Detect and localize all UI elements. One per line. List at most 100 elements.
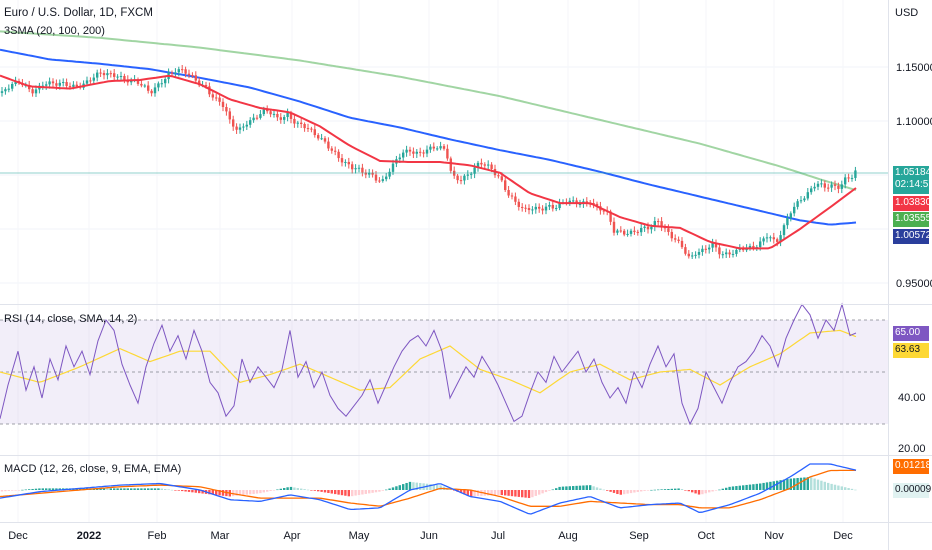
macd-histogram-bar bbox=[735, 486, 738, 490]
macd-histogram-bar bbox=[405, 482, 408, 490]
candle-body bbox=[317, 135, 320, 139]
candle-body bbox=[245, 124, 248, 127]
candle-body bbox=[351, 164, 354, 170]
candle-body bbox=[187, 73, 191, 76]
symbol-legend[interactable]: Euro / U.S. Dollar, 1D, FXCM bbox=[4, 7, 153, 19]
candle-body bbox=[432, 146, 435, 149]
currency-label: USD bbox=[895, 7, 919, 19]
macd-histogram-bar bbox=[786, 479, 789, 490]
macd-histogram-bar bbox=[806, 477, 809, 490]
macd-histogram-bar bbox=[181, 490, 184, 492]
last-price-value: 1.05184 bbox=[895, 167, 932, 178]
macd-histogram-bar bbox=[816, 479, 820, 490]
macd-histogram-bar bbox=[793, 478, 796, 490]
candle-body bbox=[330, 148, 333, 151]
macd-histogram-bar bbox=[436, 484, 439, 490]
x-tick-label: Aug bbox=[558, 530, 578, 542]
sma200-line bbox=[0, 30, 857, 192]
candle-body bbox=[109, 73, 112, 75]
macd-histogram-bar bbox=[317, 490, 320, 492]
candle-body bbox=[803, 198, 806, 201]
macd-histogram-bar bbox=[599, 488, 602, 490]
macd-legend[interactable]: MACD (12, 26, close, 9, EMA, EMA) bbox=[4, 463, 182, 475]
price-tick-label: 1.10000 bbox=[896, 116, 932, 128]
candle-body bbox=[99, 72, 102, 74]
candle-body bbox=[194, 75, 197, 81]
macd-histogram-bar bbox=[269, 490, 272, 491]
candle-body bbox=[184, 69, 187, 74]
macd-histogram-bar bbox=[827, 482, 830, 490]
macd-histogram-bar bbox=[391, 487, 395, 490]
candle-body bbox=[228, 111, 231, 120]
macd-histogram-bar bbox=[674, 488, 677, 490]
candle-body bbox=[827, 187, 830, 189]
sma-legend[interactable]: 3SMA (20, 100, 200) bbox=[4, 25, 105, 37]
x-tick-label: Jul bbox=[490, 530, 506, 542]
candle-body bbox=[34, 89, 38, 94]
candle-body bbox=[697, 252, 701, 255]
macd-histogram-bar bbox=[164, 489, 167, 490]
candle-body bbox=[310, 128, 313, 130]
candle-body bbox=[442, 146, 446, 149]
macd-histogram-bar bbox=[24, 489, 27, 491]
macd-histogram-bar bbox=[449, 489, 452, 490]
candle-body bbox=[782, 225, 786, 236]
candle-body bbox=[75, 84, 78, 87]
macd-histogram-bar bbox=[575, 485, 578, 490]
macd-histogram-bar bbox=[510, 490, 514, 497]
macd-histogram-bar bbox=[119, 488, 123, 490]
candle-body bbox=[813, 186, 816, 189]
x-tick-label: Mar bbox=[210, 530, 230, 542]
macd-histogram-bar bbox=[187, 490, 191, 492]
candle-body bbox=[92, 77, 95, 81]
macd-histogram-bar bbox=[14, 490, 17, 491]
candle-body bbox=[694, 254, 697, 256]
macd-histogram-bar bbox=[742, 485, 745, 490]
candle-body bbox=[687, 253, 690, 257]
macd-histogram-bar bbox=[789, 478, 792, 490]
macd-histogram-bar bbox=[643, 490, 646, 491]
macd-histogram-bar bbox=[354, 490, 357, 496]
candle-body bbox=[704, 248, 707, 250]
candle-body bbox=[541, 208, 544, 211]
macd-histogram-bar bbox=[157, 488, 160, 490]
macd-histogram-bar bbox=[116, 488, 119, 490]
macd-histogram-bar bbox=[235, 490, 238, 496]
macd-histogram-bar bbox=[524, 490, 527, 498]
macd-histogram-bar bbox=[136, 488, 140, 490]
sma100-badge: 1.00572 bbox=[893, 229, 931, 244]
macd-histogram-bar bbox=[208, 490, 211, 495]
candle-body bbox=[208, 86, 211, 95]
candle-body bbox=[113, 73, 116, 77]
macd-histogram-bar bbox=[408, 481, 412, 490]
x-tick-label: Jun bbox=[420, 530, 438, 542]
candle-body bbox=[643, 226, 646, 228]
candle-body bbox=[164, 79, 167, 84]
macd-histogram-bar bbox=[170, 489, 174, 491]
candle-body bbox=[48, 81, 51, 85]
macd-histogram-bar bbox=[558, 486, 561, 490]
macd-histogram-bar bbox=[123, 488, 126, 490]
macd-histogram-bar bbox=[368, 490, 371, 494]
candle-body bbox=[446, 148, 449, 159]
candle-body bbox=[170, 72, 174, 74]
macd-histogram-bar bbox=[466, 490, 469, 496]
candle-body bbox=[633, 230, 636, 232]
x-tick-label: Nov bbox=[764, 530, 784, 542]
macd-histogram-bar bbox=[174, 490, 177, 491]
macd-histogram-bar bbox=[293, 487, 296, 490]
candle-body bbox=[218, 97, 221, 102]
candle-body bbox=[242, 126, 245, 128]
macd-histogram-bar bbox=[320, 490, 323, 492]
candle-body bbox=[629, 230, 633, 234]
candle-body bbox=[558, 202, 561, 209]
sma100-line bbox=[0, 48, 857, 226]
macd-histogram-bar bbox=[691, 490, 694, 493]
macd-histogram-bar bbox=[109, 488, 112, 490]
candle-body bbox=[810, 188, 813, 193]
macd-histogram-bar bbox=[633, 490, 636, 493]
macd-histogram-bar bbox=[106, 488, 109, 490]
candle-body bbox=[323, 138, 327, 142]
rsi-legend[interactable]: RSI (14, close, SMA, 14, 2) bbox=[4, 313, 138, 325]
candle-body bbox=[510, 195, 514, 197]
